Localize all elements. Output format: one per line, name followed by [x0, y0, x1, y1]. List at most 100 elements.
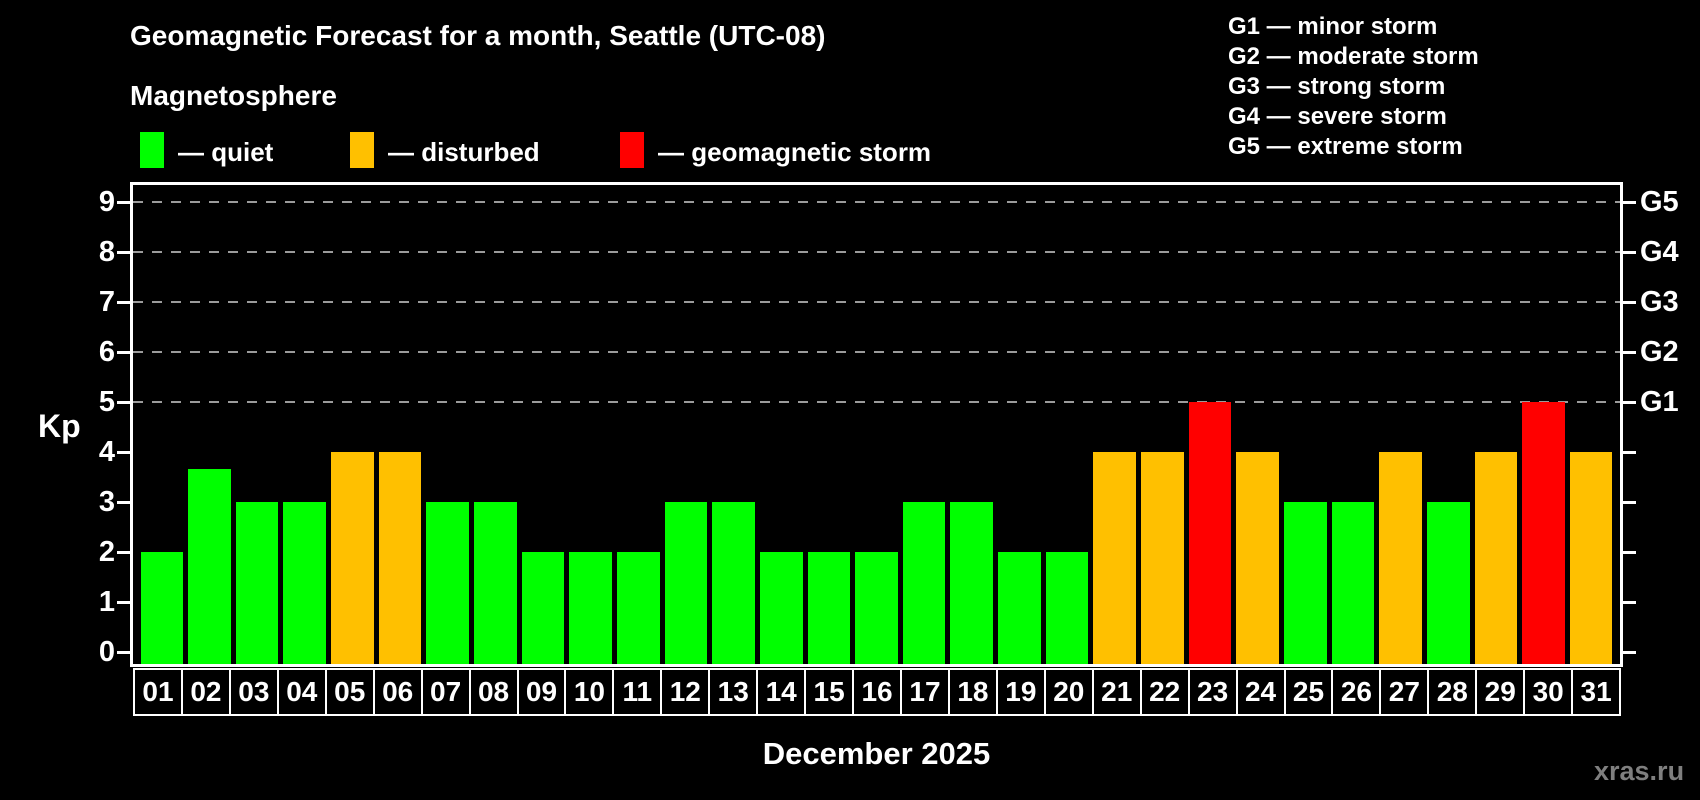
day-label-21: 21: [1091, 668, 1142, 716]
g-scale-label-g3: G3: [1640, 286, 1679, 318]
bar-day-18-quiet: [950, 502, 994, 664]
y-axis-tick-left-2: [117, 550, 130, 554]
y-axis-label-4: 4: [98, 436, 115, 468]
y-axis-tick-left-6: [117, 350, 130, 354]
day-label-08: 08: [468, 668, 519, 716]
y-axis-tick-right-3: [1623, 500, 1636, 504]
chart-title: Geomagnetic Forecast for a month, Seattl…: [130, 20, 826, 51]
bar-day-25-quiet: [1283, 502, 1327, 664]
gridline-kp8: [133, 251, 1620, 253]
gridline-kp9: [133, 201, 1620, 203]
y-axis-tick-left-4: [117, 450, 130, 454]
bar-day-02-quiet: [188, 468, 231, 664]
g-scale-legend: G1 — minor storm G2 — moderate storm G3 …: [1228, 12, 1479, 162]
y-axis-label-0: 0: [98, 636, 115, 668]
g-scale-legend-line-g2: G2 — moderate storm: [1228, 43, 1479, 70]
y-axis-tick-left-0: [117, 650, 130, 654]
bar-day-11-quiet: [616, 552, 660, 664]
day-label-20: 20: [1043, 668, 1094, 716]
gridline-kp7: [133, 301, 1620, 303]
day-label-17: 17: [900, 668, 950, 716]
day-label-15: 15: [804, 668, 855, 716]
y-axis-tick-right-6: [1623, 350, 1636, 354]
y-axis-label-5: 5: [98, 386, 115, 418]
y-axis-label-2: 2: [98, 536, 115, 568]
g-scale-label-g5: G5: [1640, 186, 1679, 218]
gridline-kp6: [133, 351, 1620, 353]
y-axis-tick-right-8: [1623, 250, 1636, 254]
y-axis-label-6: 6: [98, 336, 115, 368]
bar-day-14-quiet: [759, 552, 803, 664]
day-label-22: 22: [1139, 668, 1190, 716]
bar-day-09-quiet: [521, 552, 565, 664]
day-label-19: 19: [995, 668, 1046, 716]
bar-day-21-disturbed: [1093, 452, 1137, 664]
legend-label-disturbed: — disturbed: [388, 137, 540, 167]
legend-label-storm: — geomagnetic storm: [658, 137, 932, 167]
bar-day-07-quiet: [426, 502, 469, 664]
day-label-05: 05: [324, 668, 375, 716]
bar-day-27-disturbed: [1379, 452, 1422, 664]
bar-day-01-quiet: [140, 552, 184, 664]
y-axis-title: Kp: [38, 408, 81, 444]
bar-day-12-quiet: [664, 502, 708, 664]
plot-area: [130, 182, 1623, 667]
g-scale-legend-line-g1: G1 — minor storm: [1228, 13, 1438, 40]
y-axis-tick-right-9: [1623, 200, 1636, 204]
g-scale-legend-line-g4: G4 — severe storm: [1228, 103, 1447, 130]
x-axis-day-labels: 01 02 03 04 05 06 07 08 09 10 11 12 13 14 15 16 17 18 19 20…: [133, 668, 1622, 716]
bar-day-19-quiet: [998, 552, 1041, 664]
y-axis-label-8: 8: [98, 236, 115, 268]
bar-day-06-disturbed: [378, 452, 422, 664]
g-scale-label-g1: G1: [1640, 386, 1679, 418]
day-label-30: 30: [1523, 668, 1574, 716]
bar-day-08-quiet: [474, 502, 517, 664]
bar-day-16-quiet: [855, 552, 898, 664]
day-label-23: 23: [1187, 668, 1238, 716]
legend-swatch-storm: [620, 132, 644, 168]
bar-day-23-storm: [1188, 402, 1232, 664]
bar-day-29-disturbed: [1474, 452, 1518, 664]
day-label-18: 18: [947, 668, 998, 716]
day-label-01: 01: [133, 668, 183, 716]
day-label-24: 24: [1235, 668, 1286, 716]
y-axis-label-7: 7: [98, 286, 115, 318]
chart-subtitle: Magnetosphere: [130, 80, 337, 111]
day-label-28: 28: [1427, 668, 1478, 716]
day-label-26: 26: [1331, 668, 1382, 716]
legend-label-quiet: — quiet: [178, 137, 274, 167]
y-axis-tick-right-4: [1623, 450, 1636, 454]
y-axis-tick-right-5: [1623, 400, 1636, 404]
bar-day-05-disturbed: [331, 452, 374, 664]
day-label-09: 09: [516, 668, 567, 716]
legend-swatch-disturbed: [350, 132, 374, 168]
day-label-29: 29: [1475, 668, 1526, 716]
day-label-03: 03: [228, 668, 279, 716]
day-label-04: 04: [276, 668, 327, 716]
y-axis-tick-left-1: [117, 600, 130, 604]
day-label-06: 06: [372, 668, 423, 716]
y-axis-tick-right-1: [1623, 600, 1636, 604]
y-axis-tick-left-8: [117, 250, 130, 254]
day-label-10: 10: [564, 668, 615, 716]
bar-day-30-storm: [1522, 402, 1565, 664]
g-scale-legend-line-g3: G3 — strong storm: [1228, 73, 1446, 100]
g-scale-label-g4: G4: [1640, 236, 1679, 268]
y-axis-tick-right-2: [1623, 550, 1636, 554]
bar-day-24-disturbed: [1236, 452, 1279, 664]
y-axis-tick-left-9: [117, 200, 130, 204]
bar-day-15-quiet: [807, 552, 851, 664]
bar-day-13-quiet: [712, 502, 755, 664]
g-scale-label-g2: G2: [1640, 336, 1679, 368]
legend-swatch-quiet: [140, 132, 164, 168]
bar-day-28-quiet: [1426, 502, 1470, 664]
y-axis-label-9: 9: [98, 186, 115, 218]
bar-day-10-quiet: [569, 552, 612, 664]
y-axis-tick-left-5: [117, 400, 130, 404]
bar-day-22-disturbed: [1141, 452, 1184, 664]
y-axis-label-1: 1: [98, 586, 115, 618]
day-label-02: 02: [180, 668, 231, 716]
g-scale-legend-line-g5: G5 — extreme storm: [1228, 133, 1463, 160]
y-axis-tick-left-3: [117, 500, 130, 504]
day-label-11: 11: [612, 668, 663, 716]
